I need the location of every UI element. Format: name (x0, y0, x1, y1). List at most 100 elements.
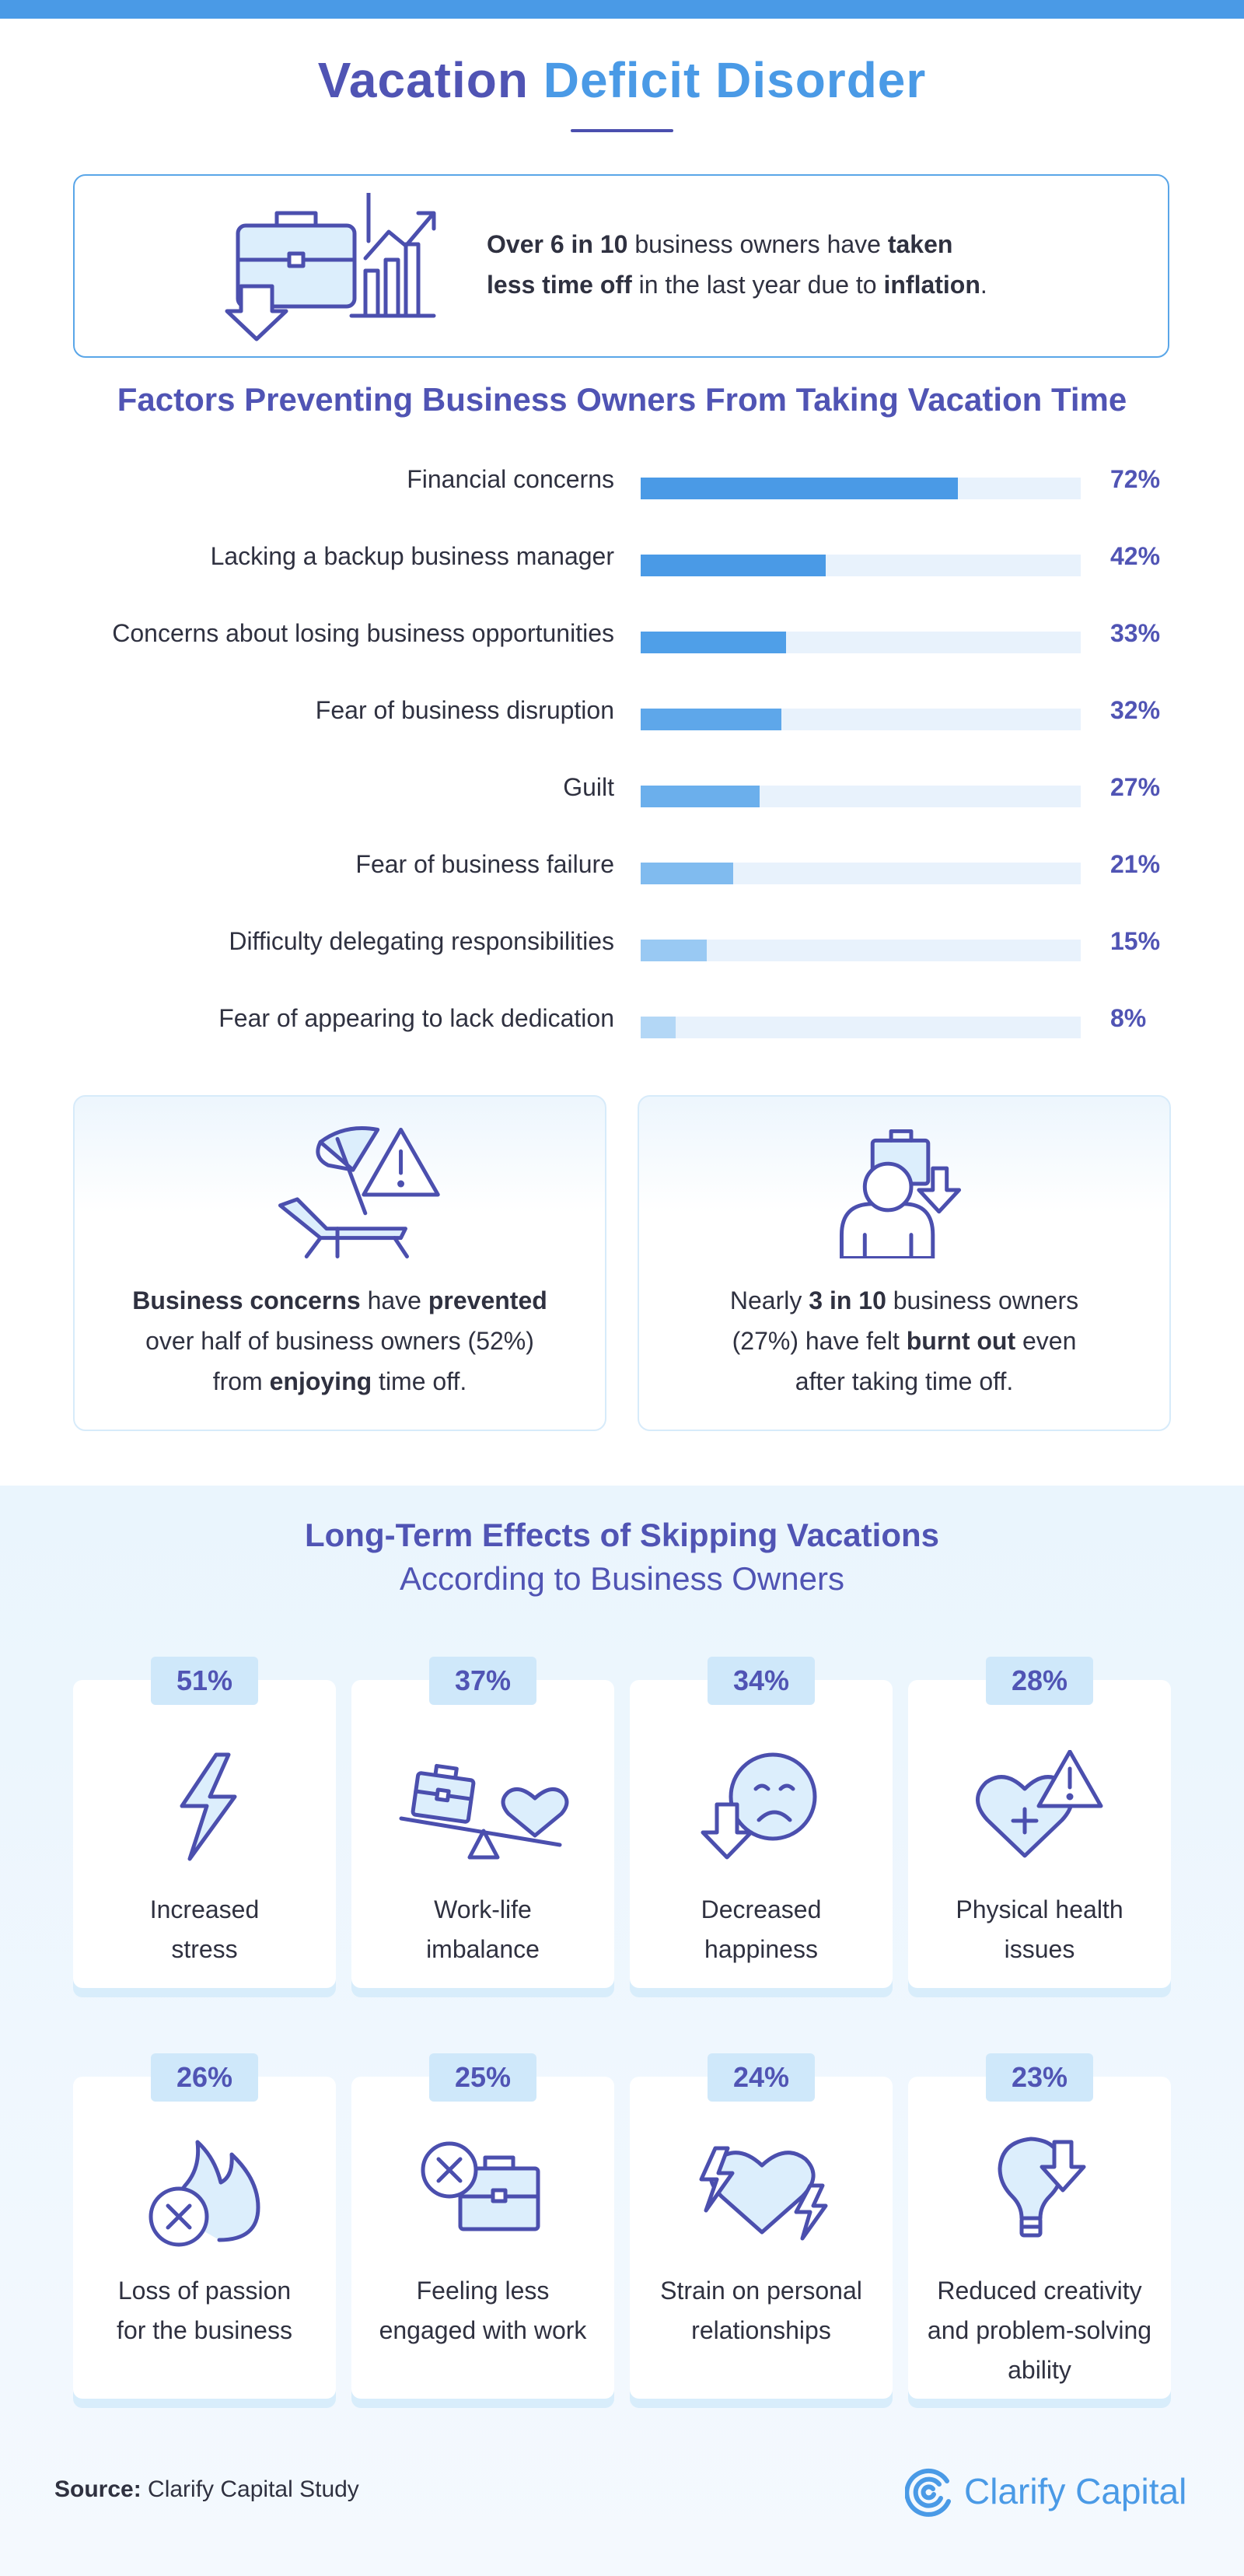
effect-label: Physical health issues (956, 1895, 1123, 1963)
bar (641, 555, 826, 576)
bar-row: Fear of appearing to lack dedication 8% (0, 998, 1244, 1045)
effect-label: Decreased happiness (701, 1895, 822, 1963)
factors-title: Factors Preventing Business Owners From … (117, 381, 1127, 418)
heart-warning-icon (976, 1750, 1103, 1858)
emphasis-text: burnt out (906, 1327, 1016, 1355)
bar-track (641, 632, 1081, 653)
bar-track (641, 786, 1081, 807)
body-text: time off. (372, 1367, 467, 1395)
bar-category-label: Difficulty delegating responsibilities (229, 927, 614, 955)
bar-value-label: 72% (1110, 465, 1161, 493)
bar (641, 863, 733, 884)
effect-percent: 23% (986, 2053, 1093, 2102)
emphasis-text: less time off (487, 271, 632, 299)
bar (641, 940, 707, 961)
emphasis-text: enjoying (269, 1367, 372, 1395)
bar-track (641, 709, 1081, 730)
clarify-capital-logo-icon (905, 2468, 951, 2517)
bar-row: Financial concerns 72% (0, 459, 1244, 506)
body-text: over half of business owners (52%) (145, 1327, 534, 1355)
body-text: (27%) have felt (732, 1327, 907, 1355)
bar-track (641, 555, 1081, 576)
effect-percent: 25% (429, 2053, 536, 2102)
source-note: Source: Clarify Capital Study (54, 2476, 359, 2502)
emphasis-text: taken (887, 230, 953, 258)
bar (641, 1017, 676, 1038)
body-text: in the last year due to (631, 271, 884, 299)
intro-stat-text: Over 6 in 10 business owners have taken l… (487, 224, 1047, 305)
bar-row: Fear of business failure 21% (0, 844, 1244, 891)
lightning-icon (180, 1752, 237, 1861)
body-text: . (980, 271, 987, 299)
bar (641, 632, 786, 653)
brand-name: Clarify Capital (964, 2471, 1187, 2511)
bar-value-label: 27% (1110, 773, 1161, 801)
lightbulb-down-arrow-icon (998, 2137, 1086, 2238)
effect-label: Loss of passion for the business (117, 2277, 292, 2344)
body-text: after taking time off. (795, 1367, 1014, 1395)
body-text: have (360, 1286, 428, 1314)
effect-tile: 23% Reduced creativity and problem-solvin… (908, 2053, 1171, 2399)
seesaw-briefcase-heart-icon (399, 1763, 569, 1860)
broken-heart-lightning-icon (699, 2146, 828, 2241)
effect-tile: 51% Increased stress (73, 1657, 336, 1988)
top-accent-bar (0, 0, 1244, 19)
bar-value-label: 15% (1110, 927, 1161, 955)
bar-track (641, 478, 1081, 499)
effect-label: Work-life imbalance (426, 1895, 540, 1963)
effects-title: Long-Term Effects of Skipping Vacations (305, 1517, 939, 1553)
emphasis-text: inflation (883, 271, 980, 299)
bar (641, 478, 958, 499)
bar-track (641, 1017, 1081, 1038)
emphasis-text: 3 in 10 (809, 1286, 886, 1314)
burnout-card: Nearly 3 in 10 business owners (27%) have… (638, 1095, 1171, 1431)
sad-face-down-arrow-icon (701, 1752, 817, 1860)
bar-value-label: 32% (1110, 696, 1161, 724)
beach-chair-warning-icon (278, 1125, 440, 1258)
bar (641, 786, 760, 807)
effect-label: Feeling less engaged with work (379, 2277, 587, 2344)
page-title: Vacation Deficit Disorder (317, 52, 927, 108)
emphasis-text: Business concerns (132, 1286, 361, 1314)
effect-percent: 51% (151, 1657, 258, 1705)
effect-label: Increased stress (149, 1895, 260, 1963)
bar-value-label: 33% (1110, 619, 1161, 647)
effect-tile: 26% Loss of passion for the business (73, 2053, 336, 2399)
bar-category-label: Fear of appearing to lack dedication (218, 1004, 614, 1032)
body-text: from (212, 1367, 270, 1395)
bar-category-label: Fear of business disruption (315, 696, 614, 724)
factors-bar-chart: Financial concerns 72% Lacking a backup bu… (0, 459, 1244, 1050)
bar-row: Lacking a backup business manager 42% (0, 536, 1244, 583)
brand-logo[interactable]: Clarify Capital (905, 2462, 1200, 2520)
emphasis-text: Over 6 in 10 (487, 230, 628, 258)
bar-track (641, 863, 1081, 884)
bar-row: Guilt 27% (0, 767, 1244, 814)
body-text: Nearly (729, 1286, 809, 1314)
effect-label: Reduced creativity and problem-solving abi… (927, 2277, 1152, 2384)
bar-category-label: Fear of business failure (355, 850, 614, 878)
effect-percent: 26% (151, 2053, 258, 2102)
effect-percent: 28% (986, 1657, 1093, 1705)
effect-tile: 37% Work-life imbalance (351, 1657, 614, 1988)
title-underline (571, 129, 673, 132)
effects-subtitle: According to Business Owners (400, 1560, 844, 1597)
body-text: business owners (886, 1286, 1079, 1314)
bar-category-label: Financial concerns (407, 465, 614, 493)
bar-category-label: Concerns about losing business opportuni… (112, 619, 614, 647)
bar-category-label: Guilt (563, 773, 614, 801)
effect-tile: 34% Decreased happiness (630, 1657, 893, 1988)
briefcase-chart-down-icon (225, 193, 436, 341)
effect-tile: 28% Physical health issues (908, 1657, 1171, 1988)
effect-percent: 37% (429, 1657, 536, 1705)
effects-section (0, 1486, 1244, 2576)
effect-percent: 24% (708, 2053, 815, 2102)
bar-value-label: 8% (1110, 1004, 1147, 1032)
bar-value-label: 42% (1110, 542, 1161, 570)
effect-percent: 34% (708, 1657, 815, 1705)
bar-track (641, 940, 1081, 961)
person-briefcase-down-icon (839, 1129, 962, 1258)
bar-row: Concerns about losing business opportuni… (0, 613, 1244, 660)
effect-tile: 24% Strain on personal relationships (630, 2053, 893, 2399)
bar (641, 709, 782, 730)
flame-x-icon (149, 2140, 260, 2247)
